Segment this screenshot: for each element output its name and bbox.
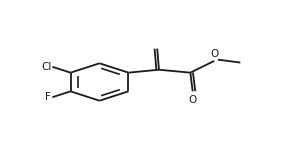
Text: O: O: [211, 49, 219, 59]
Text: Cl: Cl: [41, 62, 51, 72]
Text: F: F: [45, 92, 51, 102]
Text: O: O: [189, 95, 197, 105]
